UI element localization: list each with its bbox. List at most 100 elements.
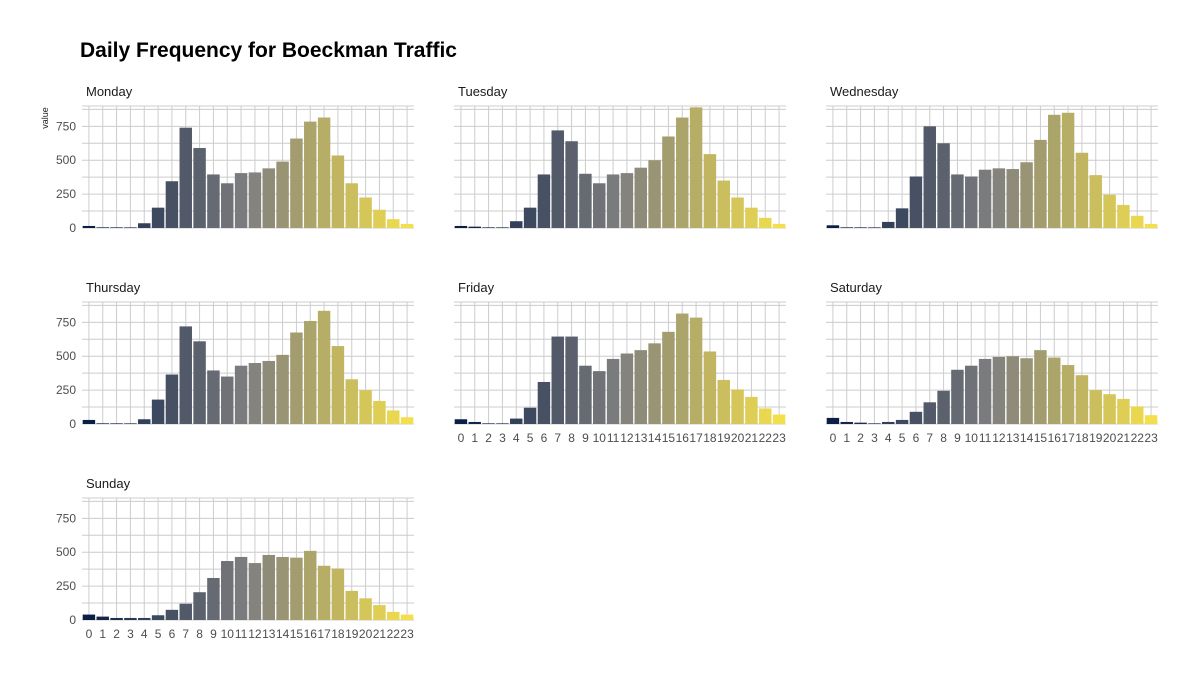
- bar-monday-14: [276, 161, 289, 228]
- bar-monday-22: [387, 219, 400, 228]
- bar-saturday-1: [840, 421, 853, 424]
- bar-saturday-12: [992, 356, 1006, 424]
- x-tick-label: 9: [582, 431, 589, 445]
- bar-friday-18: [703, 351, 717, 424]
- bar-monday-9: [207, 174, 220, 228]
- bar-monday-11: [234, 173, 248, 228]
- bar-friday-2: [482, 423, 495, 424]
- x-tick-label: 17: [1061, 431, 1075, 445]
- bar-sunday-5: [151, 615, 165, 620]
- bar-sunday-3: [124, 617, 137, 620]
- bar-sunday-13: [262, 554, 275, 620]
- x-tick-label: 4: [141, 627, 148, 641]
- bar-friday-3: [496, 423, 509, 424]
- x-tick-label: 20: [731, 431, 745, 445]
- x-tick-label: 22: [387, 627, 401, 641]
- bar-friday-21: [745, 396, 758, 424]
- bar-wednesday-23: [1144, 223, 1158, 228]
- y-tick-label: 250: [56, 579, 76, 593]
- bar-wednesday-18: [1075, 152, 1089, 228]
- x-tick-label: 18: [703, 431, 717, 445]
- x-tick-label: 22: [759, 431, 773, 445]
- bar-saturday-21: [1117, 398, 1130, 424]
- bar-monday-12: [248, 172, 262, 228]
- y-tick-label: 250: [56, 187, 76, 201]
- x-tick-label: 6: [541, 431, 548, 445]
- x-tick-label: 15: [1034, 431, 1048, 445]
- bar-monday-2: [110, 227, 123, 228]
- bar-wednesday-8: [937, 143, 950, 228]
- x-tick-label: 19: [345, 627, 359, 641]
- bar-monday-17: [317, 117, 331, 228]
- panel-title: Sunday: [86, 476, 131, 491]
- bar-tuesday-12: [620, 173, 634, 228]
- bar-sunday-4: [138, 617, 151, 620]
- y-tick-label: 500: [56, 349, 76, 363]
- bar-tuesday-5: [523, 207, 537, 228]
- x-tick-label: 21: [373, 627, 387, 641]
- bar-tuesday-22: [759, 217, 772, 228]
- x-tick-label: 10: [593, 431, 607, 445]
- y-tick-label: 500: [56, 153, 76, 167]
- x-tick-label: 12: [248, 627, 262, 641]
- x-tick-label: 14: [648, 431, 662, 445]
- chart-title: Daily Frequency for Boeckman Traffic: [80, 39, 457, 62]
- bar-friday-20: [731, 389, 744, 424]
- panel-wednesday: Wednesday: [826, 84, 1158, 229]
- bar-thursday-7: [179, 326, 192, 424]
- bar-saturday-15: [1034, 350, 1047, 424]
- x-tick-label: 20: [359, 627, 373, 641]
- bar-tuesday-14: [648, 160, 661, 228]
- x-tick-label: 21: [1117, 431, 1131, 445]
- bar-thursday-21: [373, 400, 386, 424]
- bar-sunday-18: [331, 568, 345, 620]
- x-tick-label: 1: [843, 431, 850, 445]
- bar-thursday-11: [234, 365, 248, 424]
- bar-saturday-9: [951, 369, 964, 424]
- bar-wednesday-15: [1034, 139, 1047, 228]
- y-tick-label: 0: [69, 417, 76, 431]
- panel-title: Thursday: [86, 280, 141, 295]
- panel-thursday: Thursday 0 250 500 750: [56, 280, 414, 431]
- bar-sunday-11: [234, 556, 248, 620]
- bar-tuesday-23: [772, 223, 786, 228]
- x-tick-label: 4: [885, 431, 892, 445]
- x-tick-label: 2: [857, 431, 864, 445]
- bar-wednesday-7: [923, 126, 936, 228]
- x-tick-label: 0: [830, 431, 837, 445]
- x-tick-label: 13: [1006, 431, 1020, 445]
- x-tick-label: 10: [221, 627, 235, 641]
- bar-tuesday-19: [717, 180, 730, 228]
- bar-friday-22: [759, 408, 772, 424]
- bar-monday-15: [290, 138, 303, 228]
- bar-sunday-19: [345, 590, 358, 620]
- x-tick-label: 5: [527, 431, 534, 445]
- x-tick-label: 3: [127, 627, 134, 641]
- x-tick-label: 12: [992, 431, 1006, 445]
- bar-friday-10: [593, 371, 606, 424]
- bar-friday-4: [510, 418, 523, 424]
- bar-thursday-8: [193, 341, 206, 424]
- bar-tuesday-20: [731, 197, 744, 228]
- panel-title: Tuesday: [458, 84, 508, 99]
- bar-monday-16: [304, 121, 317, 228]
- bar-wednesday-4: [882, 221, 895, 228]
- y-tick-label: 0: [69, 221, 76, 235]
- bar-tuesday-16: [676, 117, 689, 228]
- x-tick-label: 2: [113, 627, 120, 641]
- bar-monday-3: [124, 227, 137, 228]
- bar-thursday-20: [359, 390, 372, 424]
- bar-saturday-10: [965, 365, 978, 424]
- bar-friday-13: [634, 350, 647, 424]
- bar-friday-14: [648, 343, 661, 424]
- bar-wednesday-12: [992, 168, 1006, 228]
- x-tick-label: 11: [235, 627, 248, 641]
- bar-tuesday-17: [689, 107, 703, 228]
- bar-sunday-23: [400, 614, 414, 620]
- bar-wednesday-11: [978, 169, 992, 228]
- bar-saturday-8: [937, 390, 950, 424]
- y-tick-label: 500: [56, 545, 76, 559]
- x-tick-label: 16: [676, 431, 690, 445]
- x-tick-label: 16: [1048, 431, 1062, 445]
